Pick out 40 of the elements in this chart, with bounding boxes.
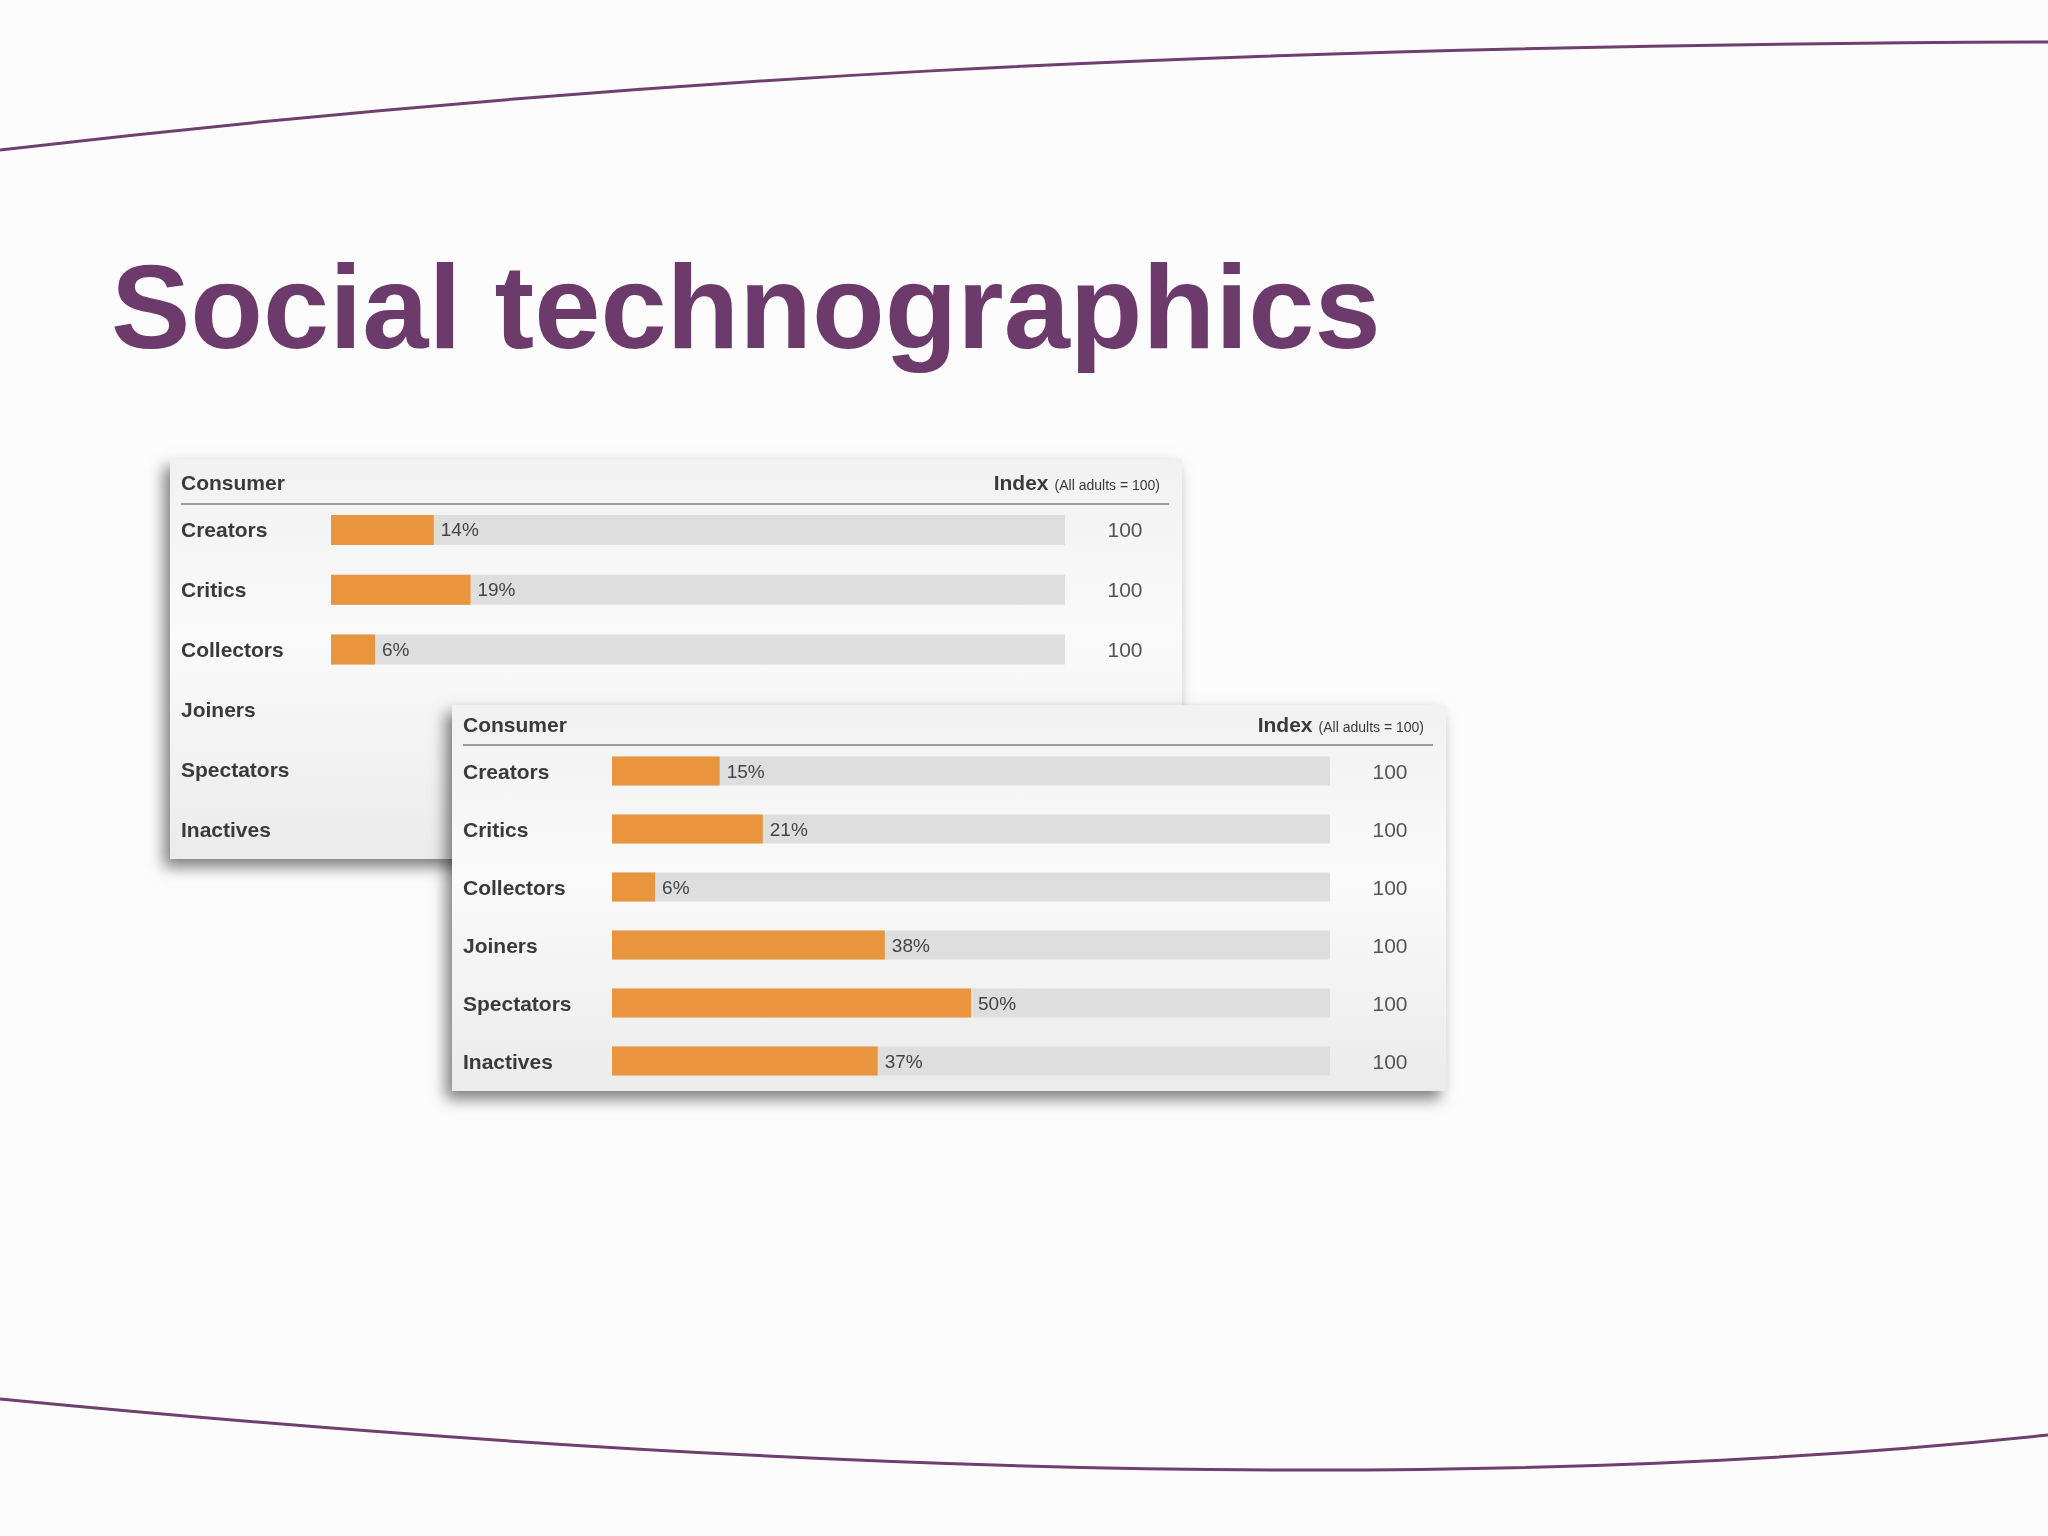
text: 100 [1372, 817, 1408, 841]
data-label: 15% [726, 760, 765, 782]
y-tick-label: Collectors [463, 875, 566, 899]
data-label: 37% [884, 1050, 923, 1072]
text: (All adults = 100) [1054, 477, 1160, 493]
data-label: 14% [440, 519, 479, 541]
data-label: 19% [477, 579, 516, 601]
y-tick-label: Creators [181, 518, 268, 542]
y-axis-title: Consumer [181, 470, 285, 496]
bar [612, 814, 763, 844]
y-tick-label: Critics [463, 817, 529, 841]
text: 100 [1107, 578, 1143, 602]
y-tick-label: Spectators [463, 991, 572, 1015]
y-tick-label: Creators [463, 759, 550, 783]
y-tick-label: Collectors [181, 638, 284, 662]
chart-title: Social technographics [111, 240, 1381, 373]
y-tick-label: Joiners [463, 933, 538, 957]
y-tick-label: Inactives [463, 1049, 553, 1073]
data-label: 50% [978, 992, 1017, 1014]
bar [612, 756, 720, 786]
data-label: 6% [662, 876, 690, 898]
data-label: 38% [891, 934, 930, 956]
y-tick-label: Inactives [181, 817, 271, 841]
text: 100 [1372, 875, 1408, 899]
text: Index [1257, 713, 1313, 736]
text: 100 [1107, 518, 1143, 542]
bar [612, 872, 656, 902]
text: 100 [1107, 638, 1143, 662]
text: (All adults = 100) [1318, 719, 1424, 735]
y-tick-label: Joiners [181, 697, 256, 721]
text: 100 [1372, 933, 1408, 957]
y-axis-title: Consumer [463, 712, 567, 738]
text: 100 [1372, 991, 1408, 1015]
text: Index [993, 471, 1049, 494]
text: 100 [1372, 1049, 1408, 1073]
y-tick-label: Critics [181, 578, 247, 602]
text: 100 [1372, 759, 1408, 783]
data-label: 6% [382, 639, 410, 661]
y-tick-label: Spectators [181, 757, 290, 781]
data-label: 21% [769, 818, 808, 840]
